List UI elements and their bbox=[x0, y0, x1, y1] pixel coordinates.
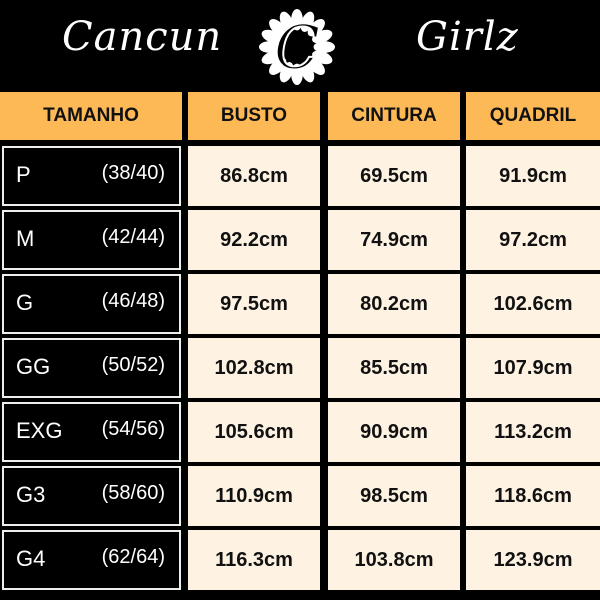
size-range: (46/48) bbox=[101, 290, 165, 312]
quadril-cell: 91.9cm bbox=[466, 146, 600, 206]
busto-cell: 110.9cm bbox=[188, 466, 320, 526]
busto-cell: 116.3cm bbox=[188, 530, 320, 590]
quadril-cell: 113.2cm bbox=[466, 402, 600, 462]
quadril-cell: 102.6cm bbox=[466, 274, 600, 334]
busto-cell: 86.8cm bbox=[188, 146, 320, 206]
size-cell: M (42/44) bbox=[2, 210, 181, 270]
cintura-cell: 69.5cm bbox=[328, 146, 460, 206]
busto-cell: 102.8cm bbox=[188, 338, 320, 398]
size-label: G4 bbox=[16, 546, 46, 571]
quadril-cell: 97.2cm bbox=[466, 210, 600, 270]
size-label: G bbox=[16, 290, 34, 315]
column-header: BUSTO bbox=[188, 92, 320, 140]
quadril-cell: 123.9cm bbox=[466, 530, 600, 590]
busto-cell: 105.6cm bbox=[188, 402, 320, 462]
busto-cell: 92.2cm bbox=[188, 210, 320, 270]
size-cell: G (46/48) bbox=[2, 274, 181, 334]
cintura-cell: 80.2cm bbox=[328, 274, 460, 334]
cintura-cell: 85.5cm bbox=[328, 338, 460, 398]
size-label: GG bbox=[16, 354, 51, 379]
size-range: (42/44) bbox=[101, 226, 165, 248]
quadril-cell: 118.6cm bbox=[466, 466, 600, 526]
cintura-cell: 74.9cm bbox=[328, 210, 460, 270]
flower-logo-icon: C bbox=[258, 8, 336, 86]
size-range: (38/40) bbox=[101, 162, 165, 184]
size-range: (58/60) bbox=[101, 482, 165, 504]
size-label: G3 bbox=[16, 482, 46, 507]
size-cell: G3 (58/60) bbox=[2, 466, 181, 526]
cintura-cell: 90.9cm bbox=[328, 402, 460, 462]
size-range: (50/52) bbox=[101, 354, 165, 376]
brand-header: Cancun C Girlz bbox=[0, 0, 600, 90]
size-range: (54/56) bbox=[101, 418, 165, 440]
brand-name-right: Girlz bbox=[416, 14, 519, 60]
size-label: M bbox=[16, 226, 35, 251]
size-label: P bbox=[16, 162, 31, 187]
cintura-cell: 98.5cm bbox=[328, 466, 460, 526]
size-cell: GG (50/52) bbox=[2, 338, 181, 398]
logo-letter: C bbox=[274, 13, 320, 83]
size-cell: P (38/40) bbox=[2, 146, 181, 206]
column-header: CINTURA bbox=[328, 92, 460, 140]
size-cell: EXG (54/56) bbox=[2, 402, 181, 462]
column-header: TAMANHO bbox=[0, 92, 182, 140]
size-cell: G4 (62/64) bbox=[2, 530, 181, 590]
cintura-cell: 103.8cm bbox=[328, 530, 460, 590]
busto-cell: 97.5cm bbox=[188, 274, 320, 334]
quadril-cell: 107.9cm bbox=[466, 338, 600, 398]
size-range: (62/64) bbox=[101, 546, 165, 568]
column-header: QUADRIL bbox=[466, 92, 600, 140]
brand-name-left: Cancun bbox=[62, 14, 223, 60]
size-label: EXG bbox=[16, 418, 63, 443]
